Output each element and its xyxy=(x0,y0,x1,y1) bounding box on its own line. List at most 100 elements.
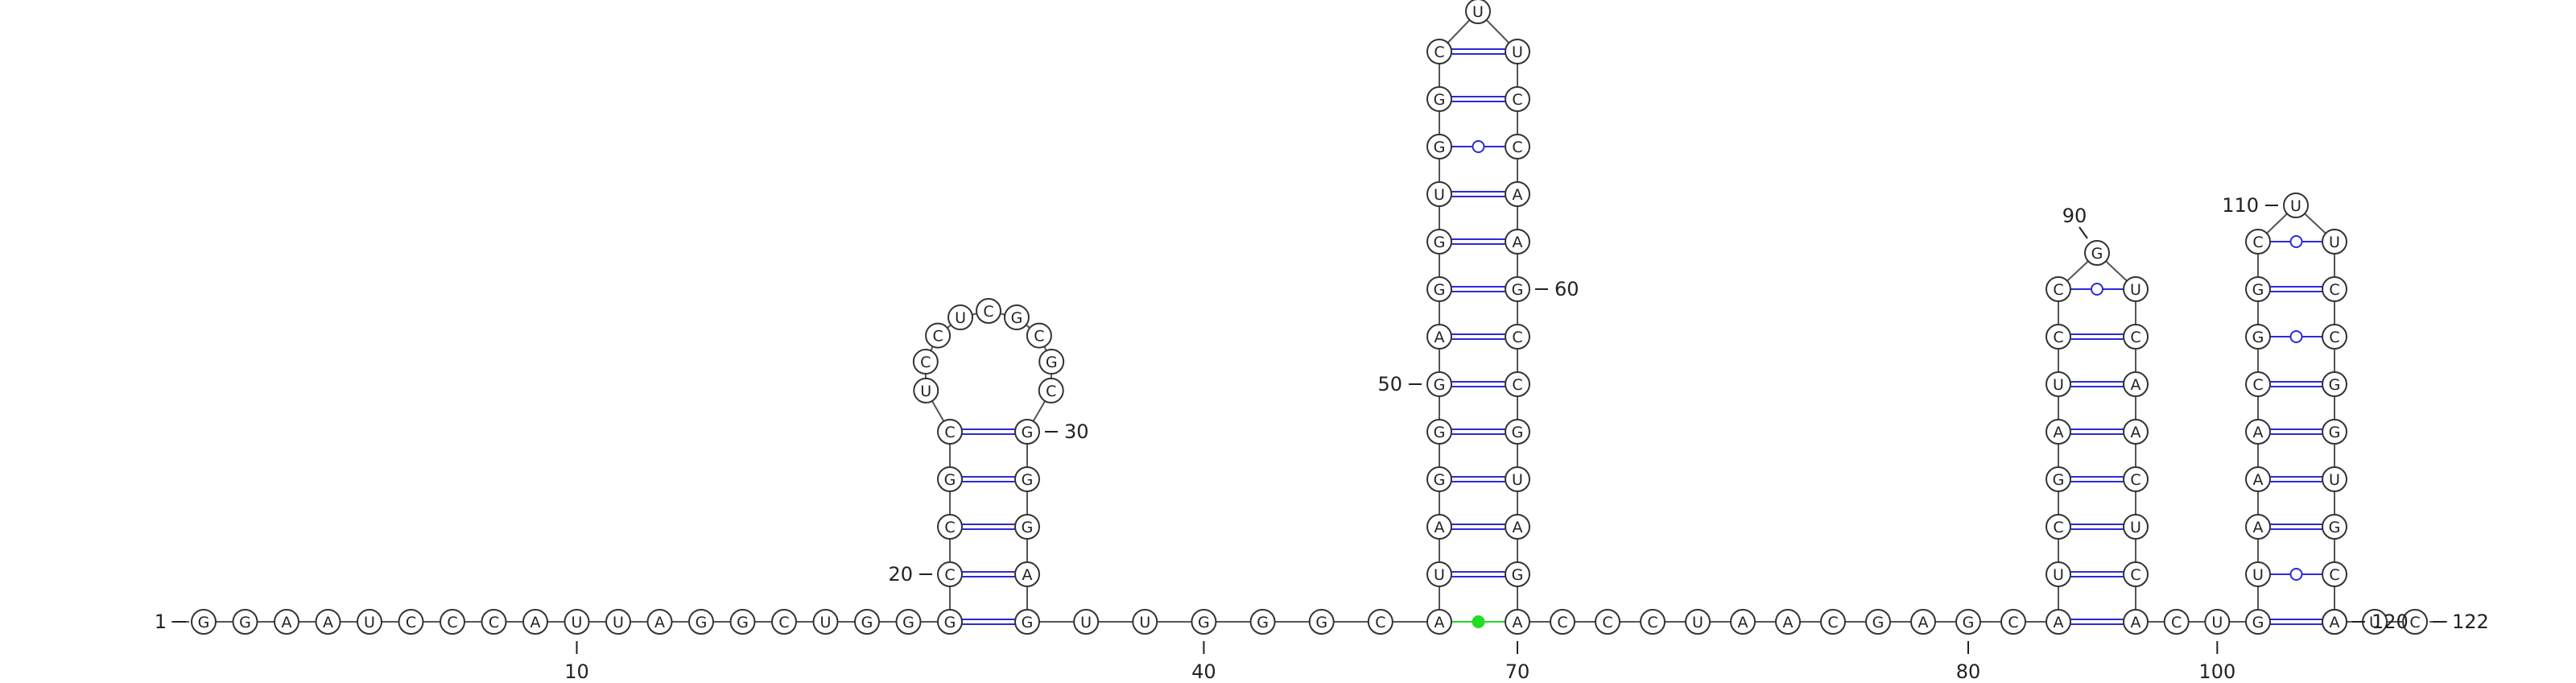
nucleotide-letter: U xyxy=(2369,614,2380,631)
nucleotide-circle xyxy=(1014,514,1040,540)
nucleotide-letter: C xyxy=(1512,329,1522,346)
base-pair-wc xyxy=(1451,333,1505,340)
nucleotide-letter: U xyxy=(1080,614,1092,631)
nucleotide-letter: G xyxy=(737,614,749,631)
nucleotide: U xyxy=(564,609,590,635)
nucleotide-circle xyxy=(1910,609,1936,635)
nucleotide: A xyxy=(1505,229,1530,255)
nucleotide: A xyxy=(2123,609,2149,635)
nucleotide-letter: G xyxy=(1022,471,1034,489)
nucleotide-circle xyxy=(1505,419,1530,445)
nucleotide: C xyxy=(1595,609,1620,635)
nucleotide-circle xyxy=(2123,276,2149,302)
nucleotide-letter: G xyxy=(861,614,873,631)
nucleotide: A xyxy=(1730,609,1756,635)
nucleotide-circle xyxy=(1775,609,1801,635)
nucleotide-circle xyxy=(2046,419,2071,445)
nucleotide-circle xyxy=(1426,371,1452,397)
nucleotide-circle xyxy=(1426,419,1452,445)
nucleotide-letter: A xyxy=(2253,424,2264,441)
position-number: 90 xyxy=(2062,205,2087,227)
nucleotide-circle xyxy=(1505,609,1530,635)
nucleotide: G xyxy=(895,609,922,635)
base-pair-wc xyxy=(2070,333,2124,340)
nucleotide-circle xyxy=(2402,609,2428,635)
nucleotide-circle xyxy=(440,609,465,635)
nucleotide-letter: C xyxy=(1375,614,1385,631)
nucleotide-circle xyxy=(2046,371,2071,397)
wobble-pair-marker xyxy=(2289,235,2303,248)
nucleotide: G xyxy=(2245,609,2271,635)
nucleotide: C xyxy=(2123,466,2149,492)
nucleotide-letter: C xyxy=(2053,281,2063,299)
nucleotide-circle xyxy=(2123,324,2149,350)
nucleotide-circle xyxy=(1132,609,1158,635)
nucleotide-circle xyxy=(1505,276,1530,302)
nucleotide-letter: A xyxy=(1918,614,1929,631)
base-pair-wc xyxy=(1451,571,1505,577)
nucleotide: C xyxy=(1505,371,1530,397)
nucleotide: G xyxy=(1249,609,1276,635)
nucleotide-circle xyxy=(2163,609,2190,635)
nucleotide-circle xyxy=(1426,181,1452,207)
nucleotide-letter: U xyxy=(2252,566,2264,584)
nucleotide: C xyxy=(2000,609,2026,635)
nucleotide-circle xyxy=(1426,276,1452,302)
nucleotide: G xyxy=(232,609,258,635)
nucleotide-circle xyxy=(2322,609,2347,635)
nucleotide: U xyxy=(2204,609,2231,635)
nucleotide-letter: A xyxy=(2131,376,2141,394)
nucleotide-circle xyxy=(937,514,963,540)
nucleotide-letter: G xyxy=(944,471,956,489)
position-number: 40 xyxy=(1191,660,1216,683)
nucleotide: U xyxy=(605,609,631,635)
nucleotide-circle xyxy=(729,609,756,635)
nucleotide: U xyxy=(1426,181,1452,207)
nucleotide-letter: A xyxy=(2131,614,2141,631)
nucleotide-letter: G xyxy=(2252,614,2264,631)
nucleotide: A xyxy=(2046,419,2071,445)
nucleotide-letter: G xyxy=(696,614,708,631)
nucleotide: G xyxy=(1014,514,1040,540)
nucleotide-letter: A xyxy=(1513,614,1523,631)
nucleotide: G xyxy=(1426,86,1452,112)
position-number: 80 xyxy=(1956,660,1981,683)
nucleotide-letter: C xyxy=(2130,566,2140,584)
nucleotide-circle xyxy=(2046,514,2071,540)
nucleotide-letter: G xyxy=(1022,519,1034,536)
nucleotide-circle xyxy=(1191,609,1217,635)
nucleotide-letter: G xyxy=(1022,424,1034,441)
nucleotide-circle xyxy=(1820,609,1846,635)
nucleotide-letter: U xyxy=(1434,186,1445,204)
nucleotide-circle xyxy=(2322,324,2347,350)
base-pair-wc xyxy=(1451,191,1505,197)
nucleotide: C xyxy=(925,322,952,349)
nucleotide: A xyxy=(2046,609,2071,635)
nucleotide-circle xyxy=(191,609,217,635)
position-label: 30 xyxy=(1045,420,1089,443)
nucleotide-letter: G xyxy=(1434,424,1446,441)
nucleotide: C xyxy=(2123,561,2149,587)
base-pair-wc xyxy=(2070,476,2124,482)
nucleotide-letter: G xyxy=(1046,354,1058,371)
nucleotide-letter: C xyxy=(2008,614,2018,631)
nucleotide-letter: C xyxy=(944,424,955,441)
nucleotide-circle xyxy=(2123,371,2149,397)
nucleotide-letter: G xyxy=(1434,471,1446,489)
nucleotide-circle xyxy=(1426,324,1452,350)
nucleotide: G xyxy=(1038,349,1065,375)
nucleotide: C xyxy=(2322,276,2347,302)
nucleotide-letter: A xyxy=(1738,614,1748,631)
nucleotide: U xyxy=(2046,561,2071,587)
nucleotide-letter: G xyxy=(1434,376,1446,394)
nucleotide: G xyxy=(2245,324,2271,350)
nucleotide: U xyxy=(1505,39,1530,64)
nucleotide-letter: A xyxy=(1513,186,1523,204)
base-pair-gu xyxy=(2070,283,2124,296)
nucleotide-letter: C xyxy=(2252,376,2263,394)
nucleotide-letter: A xyxy=(530,614,541,631)
nucleotide-circle xyxy=(937,609,963,635)
nucleotide-letter: A xyxy=(323,614,333,631)
nucleotide-circle xyxy=(1426,561,1452,587)
